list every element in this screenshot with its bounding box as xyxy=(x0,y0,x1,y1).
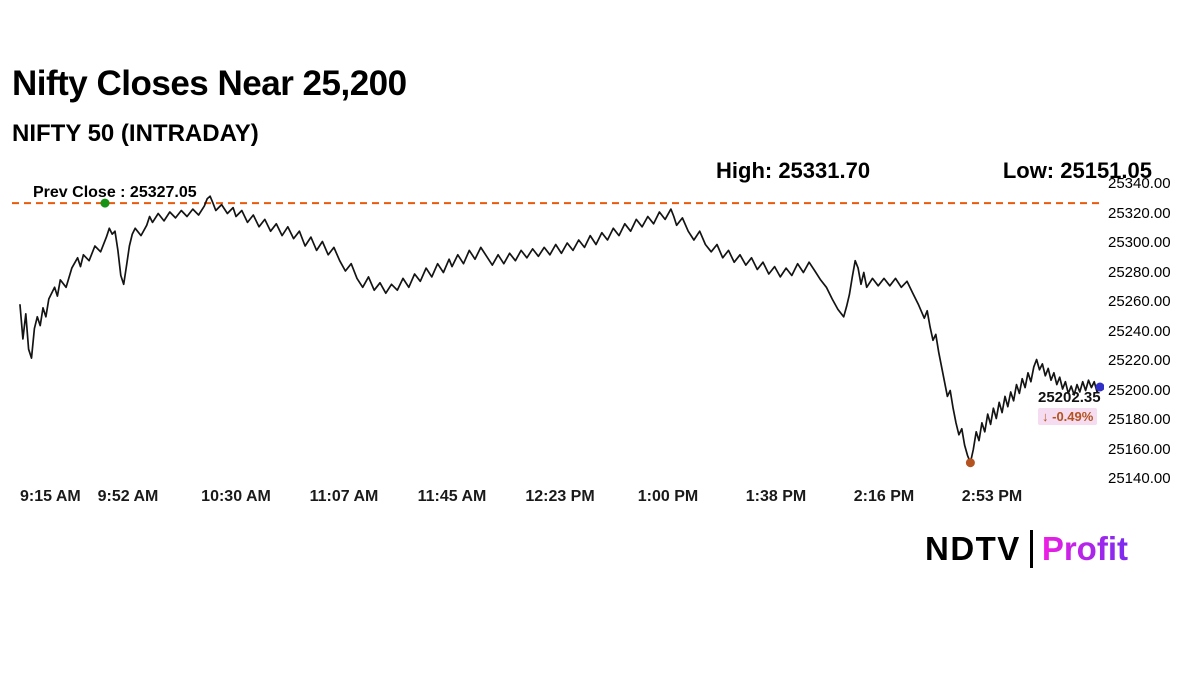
session-low-marker-dot xyxy=(965,458,975,468)
y-axis-label: 25200.00 xyxy=(1108,381,1171,399)
prev-close-marker-dot xyxy=(100,198,110,208)
x-axis-label: 11:45 AM xyxy=(417,488,487,505)
low-value-label: Low: 25151.05 xyxy=(1002,158,1152,183)
x-axis-label: 1:00 PM xyxy=(637,488,699,505)
y-axis-label: 25160.00 xyxy=(1108,440,1171,458)
x-axis-label: 2:16 PM xyxy=(853,488,915,505)
price-line xyxy=(19,195,1101,464)
profit-logo-text: Profit xyxy=(1041,530,1128,567)
y-axis-label: 25220.00 xyxy=(1108,352,1171,369)
y-axis-label: 25240.00 xyxy=(1108,322,1171,340)
y-axis: 25340.00 25320.00 25300.00 25280.00 25260.00… xyxy=(1108,175,1200,488)
last-price-annotation: 25202.35 ↓ -0.49% xyxy=(1038,389,1114,426)
last-price-marker-dot xyxy=(1095,382,1104,392)
high-low-row: High: 25331.70 Low: 25151.05 xyxy=(716,158,1152,184)
x-axis-label: 12:23 PM xyxy=(525,488,595,505)
logo-divider xyxy=(1029,530,1033,568)
intraday-line-chart: Prev Close : 25327.05 25202.35 ↓ -0.49% xyxy=(0,176,1104,488)
chart-subtitle: NIFTY 50 (INTRADAY) xyxy=(12,120,259,147)
prev-close-label: Prev Close : 25327.05 xyxy=(33,184,197,202)
last-price-change: ↓ -0.49% xyxy=(1038,408,1098,426)
y-axis-label: 25320.00 xyxy=(1108,204,1171,222)
x-axis-label: 9:52 AM xyxy=(97,488,159,505)
y-axis-label: 25260.00 xyxy=(1108,293,1171,310)
chart-canvas xyxy=(12,195,1104,468)
x-axis-label: 1:38 PM xyxy=(745,488,807,505)
high-value-label: High: 25331.70 xyxy=(716,158,871,183)
x-axis-label: 11:07 AM xyxy=(309,488,379,505)
y-axis-label: 25280.00 xyxy=(1108,263,1171,281)
x-axis: 9:15 AM 9:52 AM 10:30 AM 11:07 AM 11:45 AM 12… xyxy=(0,488,1104,510)
y-axis-label: 25340.00 xyxy=(1108,175,1171,192)
ndtv-profit-logo: NDTV Profit xyxy=(925,530,1128,568)
y-axis-label: 25140.00 xyxy=(1108,470,1171,487)
page-title: Nifty Closes Near 25,200 xyxy=(12,64,407,103)
y-axis-label: 25180.00 xyxy=(1108,411,1171,428)
x-axis-label: 10:30 AM xyxy=(201,488,271,505)
x-axis-label: 2:53 PM xyxy=(961,488,1023,505)
ndtv-logo-text: NDTV xyxy=(924,530,1021,567)
y-axis-label: 25300.00 xyxy=(1108,234,1171,251)
x-axis-label: 9:15 AM xyxy=(20,488,81,505)
last-price-value: 25202.35 xyxy=(1038,389,1101,407)
